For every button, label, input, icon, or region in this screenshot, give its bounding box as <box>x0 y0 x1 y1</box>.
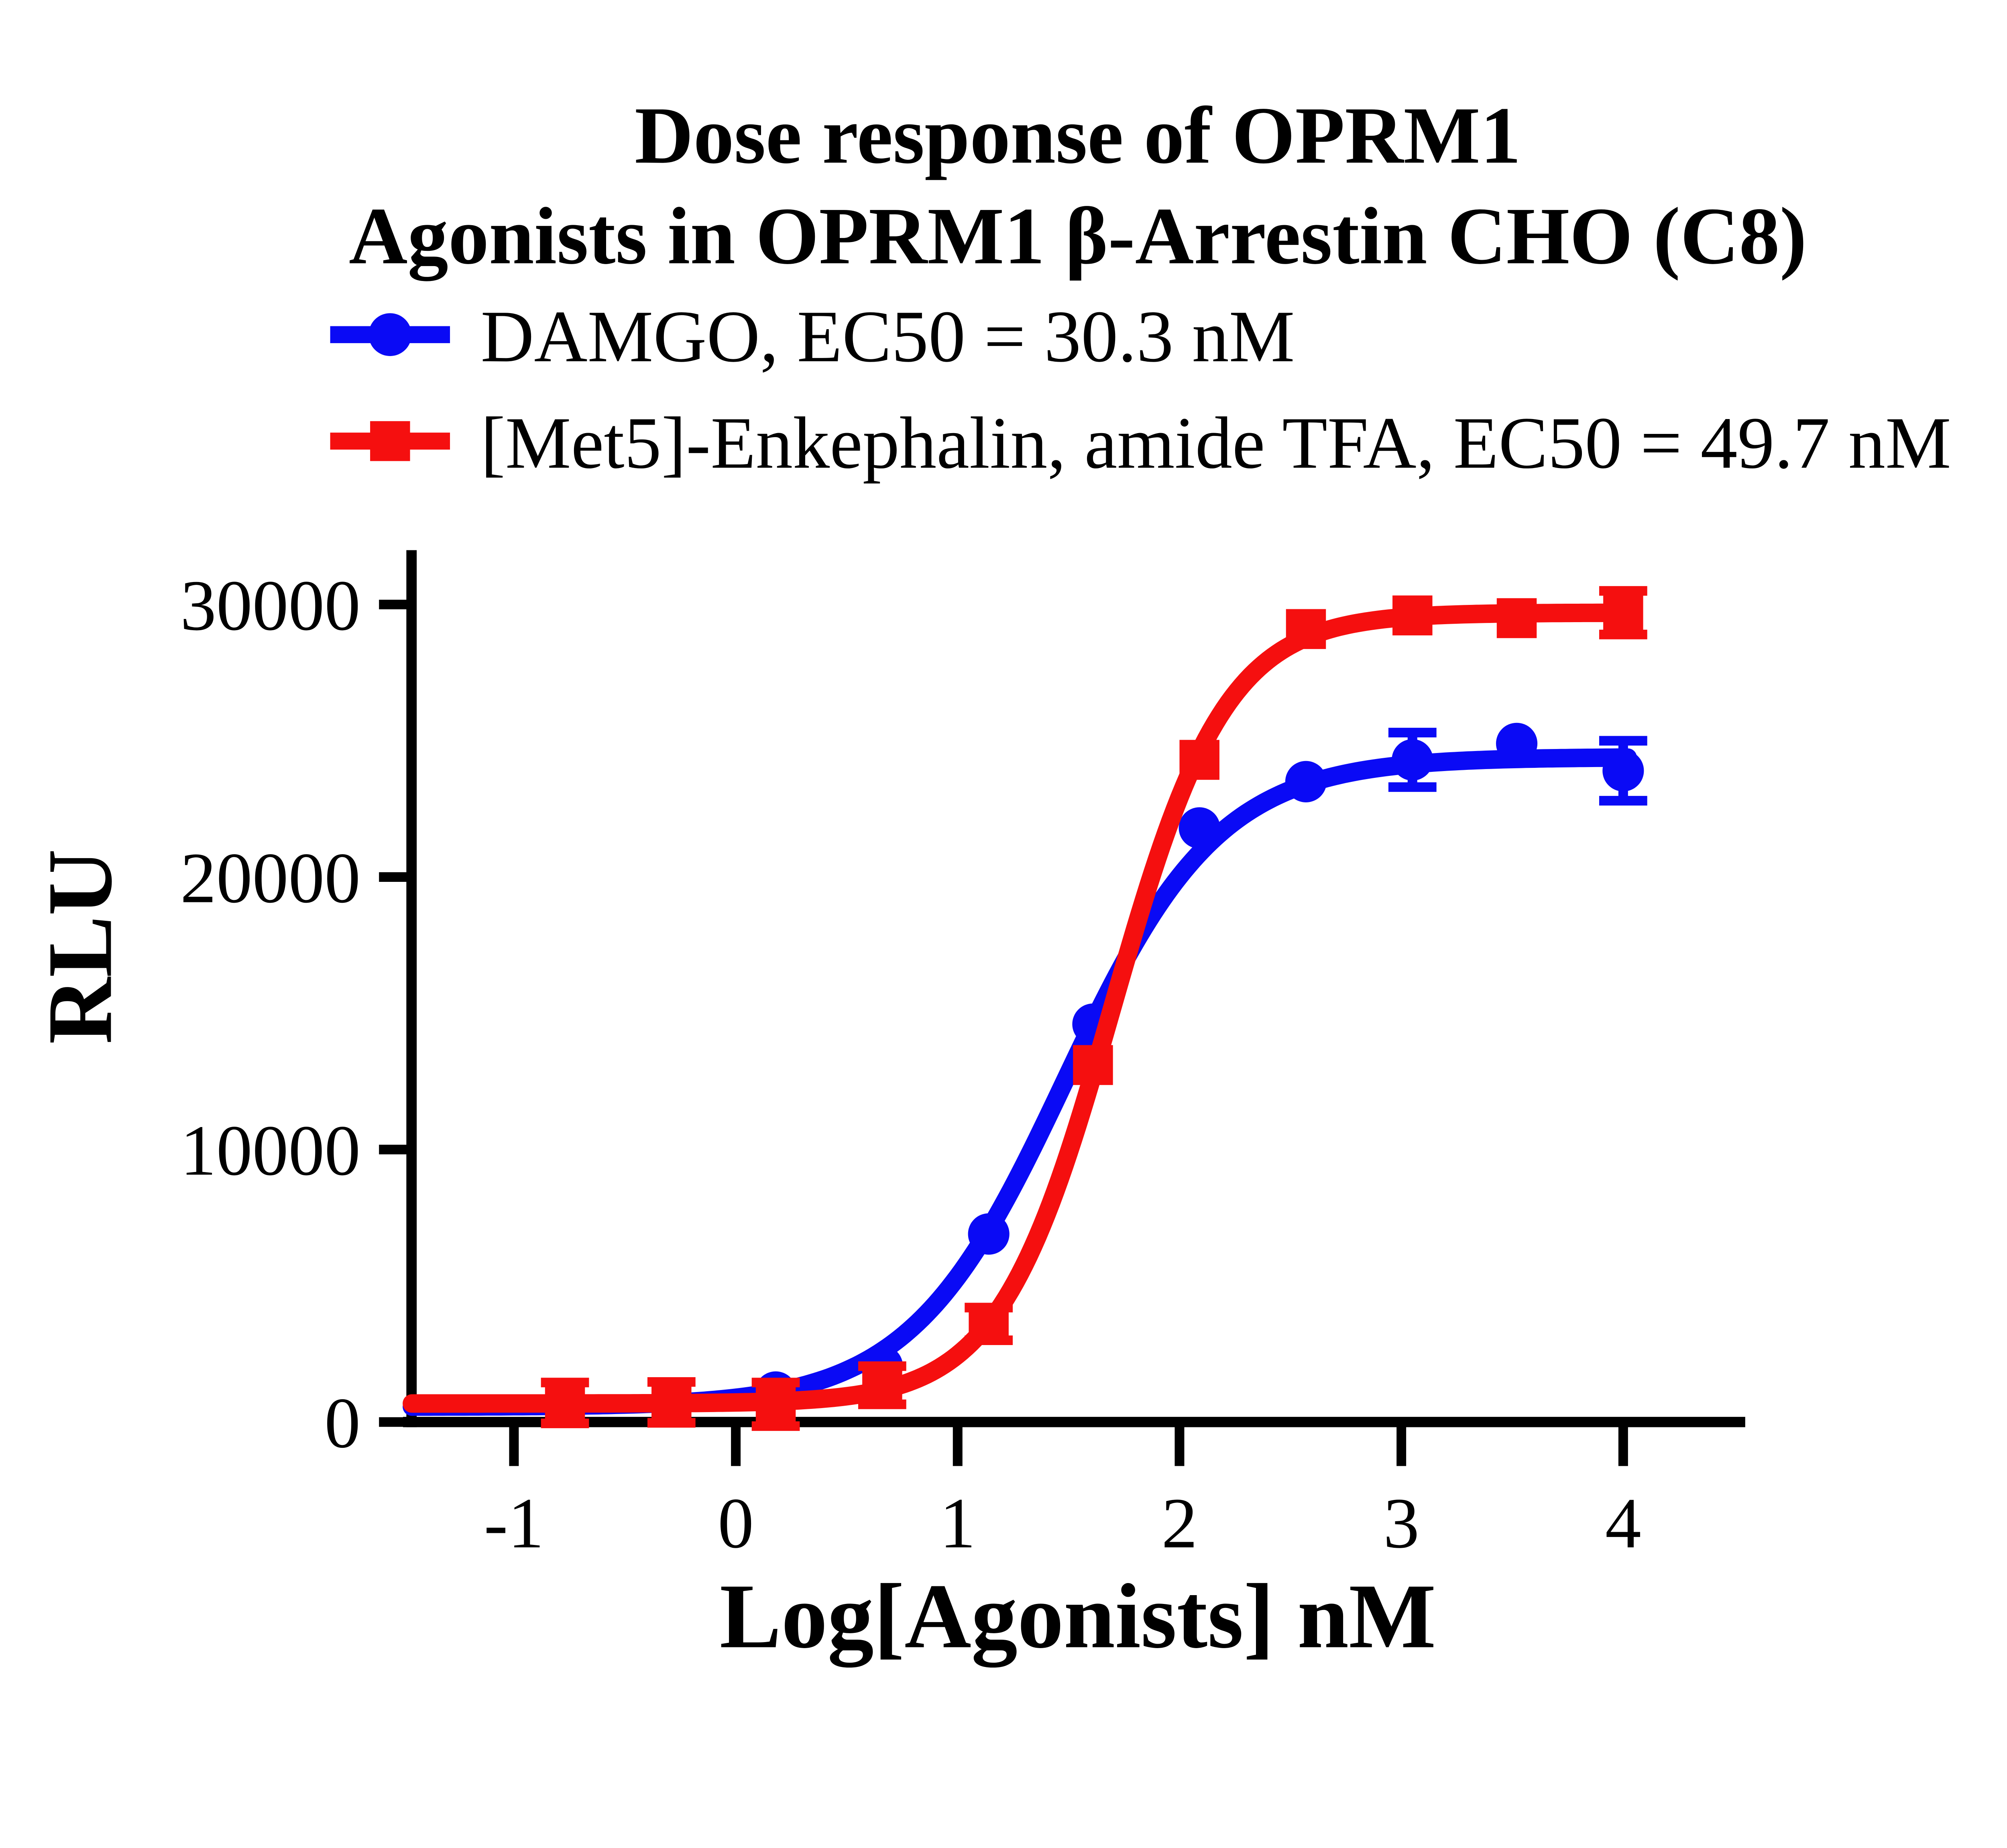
met5-enkephalin-data-point-square <box>1496 598 1537 638</box>
met5-enkephalin-data-point-square <box>1392 595 1433 635</box>
chart-title: Dose response of OPRM1 Agonists in OPRM1… <box>349 90 1807 281</box>
damgo-fit-curve <box>403 748 1637 1416</box>
x-tick-label: 1 <box>940 1483 976 1563</box>
chart-title-line1: Dose response of OPRM1 <box>635 90 1521 180</box>
legend-item-enkephalin: [Met5]-Enkephalin, amide TFA, EC50 = 49.… <box>330 402 1951 484</box>
dose-response-chart: Dose response of OPRM1 Agonists in OPRM1… <box>28 90 1951 1668</box>
legend-label-damgo: DAMGO, EC50 = 30.3 nM <box>480 295 1295 377</box>
met5-enkephalin-data-point-square <box>1073 1045 1113 1085</box>
damgo-data-point-circle <box>1179 807 1220 849</box>
met5-enkephalin-data-point-square <box>1603 592 1643 633</box>
x-tick-label: 3 <box>1383 1483 1419 1563</box>
legend-label-enkephalin: [Met5]-Enkephalin, amide TFA, EC50 = 49.… <box>480 402 1951 484</box>
met5-enkephalin-data-point-square <box>1179 740 1219 780</box>
legend-item-damgo: DAMGO, EC50 = 30.3 nM <box>330 295 1295 377</box>
legend: DAMGO, EC50 = 30.3 nM [Met5]-Enkephalin,… <box>330 295 1951 484</box>
met5-enkephalin-data-point-square <box>545 1383 585 1423</box>
legend-marker-circle-icon <box>368 313 412 356</box>
damgo-data-point-circle <box>1602 750 1644 792</box>
damgo-data-point-circle <box>1285 761 1327 802</box>
met5-enkephalin-fit-curve <box>403 603 1637 1413</box>
y-tick-label: 20000 <box>180 838 360 918</box>
met5-enkephalin-data-point-square <box>969 1304 1009 1344</box>
met5-enkephalin-data-point-square <box>862 1365 902 1405</box>
y-axis-title: RLU <box>28 849 131 1044</box>
damgo-data-point-circle <box>968 1213 1010 1255</box>
plot-area: 0 10000 20000 30000 -1 0 1 2 3 4 <box>180 550 1745 1563</box>
y-tick-label: 10000 <box>180 1110 360 1190</box>
y-tick-label: 0 <box>324 1383 360 1463</box>
damgo-data-point-circle <box>1392 739 1433 781</box>
met5-enkephalin-data-point-square <box>755 1384 796 1425</box>
met5-enkephalin-data-point-square <box>1286 609 1326 649</box>
x-tick-label: 2 <box>1162 1483 1198 1563</box>
damgo-data-point-circle <box>1496 723 1538 764</box>
y-tick-label: 30000 <box>180 566 360 645</box>
dose-response-figure: Dose response of OPRM1 Agonists in OPRM1… <box>28 90 1951 1668</box>
x-tick-label: 4 <box>1605 1483 1641 1563</box>
legend-marker-square-icon <box>370 421 410 461</box>
met5-enkephalin-data-point-square <box>651 1382 692 1423</box>
x-axis-title: Log[Agonists] nM <box>720 1565 1436 1668</box>
x-tick-label: -1 <box>484 1483 544 1563</box>
chart-title-line2: Agonists in OPRM1 β-Arrestin CHO (C8) <box>349 191 1807 281</box>
x-tick-label: 0 <box>718 1483 754 1563</box>
